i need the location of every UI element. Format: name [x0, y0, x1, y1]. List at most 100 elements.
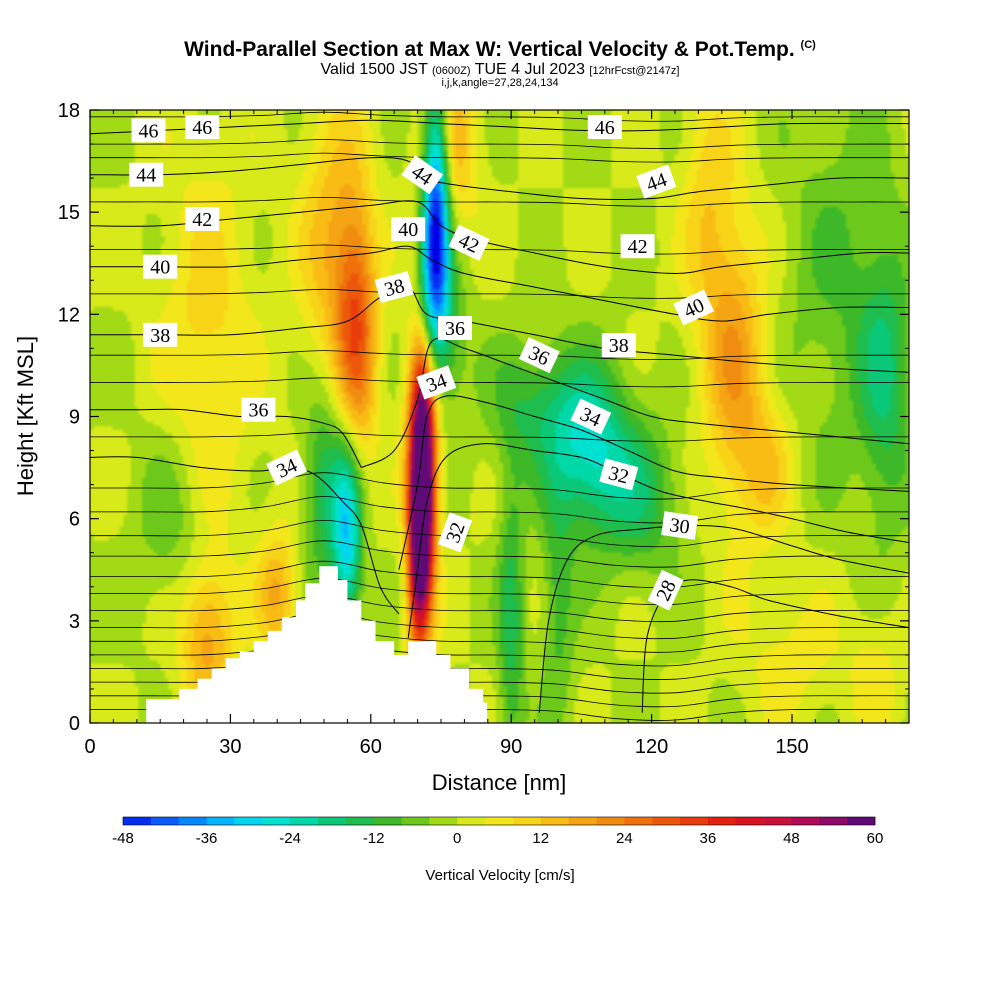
contour-label-box	[661, 511, 699, 540]
colorbar-swatch	[206, 817, 235, 825]
colorbar-tick-label: -48	[112, 830, 134, 847]
contour-label: 30	[661, 511, 699, 540]
contour-label-box	[448, 224, 490, 261]
theta-contour-line	[90, 519, 909, 548]
contour-label: 36	[438, 316, 472, 340]
colorbar-swatch	[457, 817, 486, 825]
contour-label: 36	[241, 397, 276, 422]
theta-contour-line	[90, 625, 909, 653]
theta-contour-line	[90, 652, 909, 680]
contour-label: 46	[131, 118, 166, 143]
contour-label-text: 44	[136, 165, 156, 187]
theta-contour-line	[90, 152, 909, 163]
theta-contour-line	[90, 611, 909, 640]
contour-label: 38	[143, 322, 178, 347]
theta-contour-30	[538, 524, 909, 713]
theta-contour-line	[90, 350, 909, 361]
y-tick-label: 12	[58, 304, 80, 326]
terrain-mask	[146, 566, 488, 723]
colorbar-tick-label: 60	[867, 830, 884, 847]
colorbar-swatch	[290, 817, 319, 825]
colorbar-swatch	[485, 817, 514, 825]
colorbar-swatch	[317, 817, 347, 825]
contour-label-text: 46	[192, 117, 212, 139]
colorbar-tick-label: 0	[453, 830, 461, 847]
theta-contour-34	[398, 395, 909, 570]
copyright-mark: (C)	[800, 39, 816, 51]
x-tick-label: 150	[775, 736, 808, 758]
theta-contour-28	[641, 579, 909, 713]
colorbar-tick-label: -12	[363, 830, 385, 847]
contour-label-box	[143, 254, 178, 279]
contour-label-box	[636, 164, 677, 199]
colorbar-tick-label: 24	[616, 830, 633, 847]
contour-label-text: 42	[192, 209, 212, 231]
theta-contour-line	[90, 540, 909, 568]
contour-label: 40	[391, 217, 426, 242]
colorbar-swatch	[735, 817, 764, 825]
theta-contour-32	[407, 443, 909, 638]
contour-label: 38	[601, 333, 636, 357]
contour-label-text: 42	[628, 236, 648, 258]
colorbar: -48 -36 -24 -12 0 12 24 36 48 60	[112, 816, 884, 847]
theta-contour-40	[90, 245, 909, 322]
theta-contours	[90, 111, 909, 721]
colorbar-swatch	[345, 817, 374, 825]
y-axis-title: Height [Kft MSL]	[13, 336, 38, 496]
contour-label-text: 30	[668, 514, 691, 539]
contour-label-box	[143, 322, 178, 347]
contour-label: 38	[374, 271, 414, 304]
theta-contour-line	[90, 577, 909, 606]
velocity-field	[90, 110, 909, 723]
contour-label: 40	[143, 254, 178, 279]
x-tick-label: 90	[500, 736, 522, 758]
contour-label-box	[587, 115, 622, 139]
colorbar-swatch	[512, 817, 542, 825]
colorbar-swatch	[763, 817, 792, 825]
theta-contour-line	[90, 496, 909, 524]
contour-label-box	[601, 333, 636, 357]
contour-label-box	[416, 365, 457, 400]
contour-label-box	[241, 397, 276, 422]
chart-title: Wind-Parallel Section at Max W: Vertical…	[184, 38, 816, 61]
colorbar-swatch	[819, 817, 848, 825]
theta-contour-line	[90, 139, 909, 149]
y-tick-label: 0	[69, 713, 80, 735]
contour-label-text: 38	[609, 335, 629, 357]
x-tick-label: 0	[84, 736, 95, 758]
contour-label: 42	[185, 207, 220, 231]
colorbar-swatch	[262, 817, 291, 825]
theta-contour-line	[90, 377, 909, 388]
contour-label-box	[131, 118, 166, 143]
colorbar-swatch	[652, 817, 681, 825]
contour-label-box	[391, 217, 426, 242]
contour-label-box	[673, 289, 715, 326]
theta-contour-line	[90, 244, 909, 255]
colorbar-tick-label: 48	[783, 830, 800, 847]
x-axis-title: Distance [nm]	[432, 770, 567, 795]
contour-label-box	[185, 207, 220, 231]
theta-contour-line	[90, 111, 909, 122]
colorbar-swatch	[596, 817, 625, 825]
colorbar-swatch	[429, 817, 458, 825]
theta-contour-line	[90, 431, 909, 442]
chart-subtitle: Valid 1500 JST (0600Z) TUE 4 Jul 2023 [1…	[320, 61, 680, 78]
contour-label-box	[620, 234, 655, 259]
colorbar-swatch	[847, 817, 876, 825]
contour-label-box	[570, 398, 612, 435]
x-tick-label: 60	[360, 736, 382, 758]
theta-contour-line	[90, 196, 909, 207]
theta-contour-line	[90, 560, 909, 589]
colorbar-swatch	[791, 817, 820, 825]
y-tick-label: 9	[69, 407, 80, 429]
contour-label: 46	[185, 115, 220, 139]
contour-label-text: 36	[445, 318, 465, 340]
contour-label-text: 36	[249, 400, 269, 422]
colorbar-swatch	[680, 817, 709, 825]
colorbar-swatch	[624, 817, 653, 825]
colorbar-swatch	[178, 817, 207, 825]
theta-contour-line	[90, 288, 909, 299]
